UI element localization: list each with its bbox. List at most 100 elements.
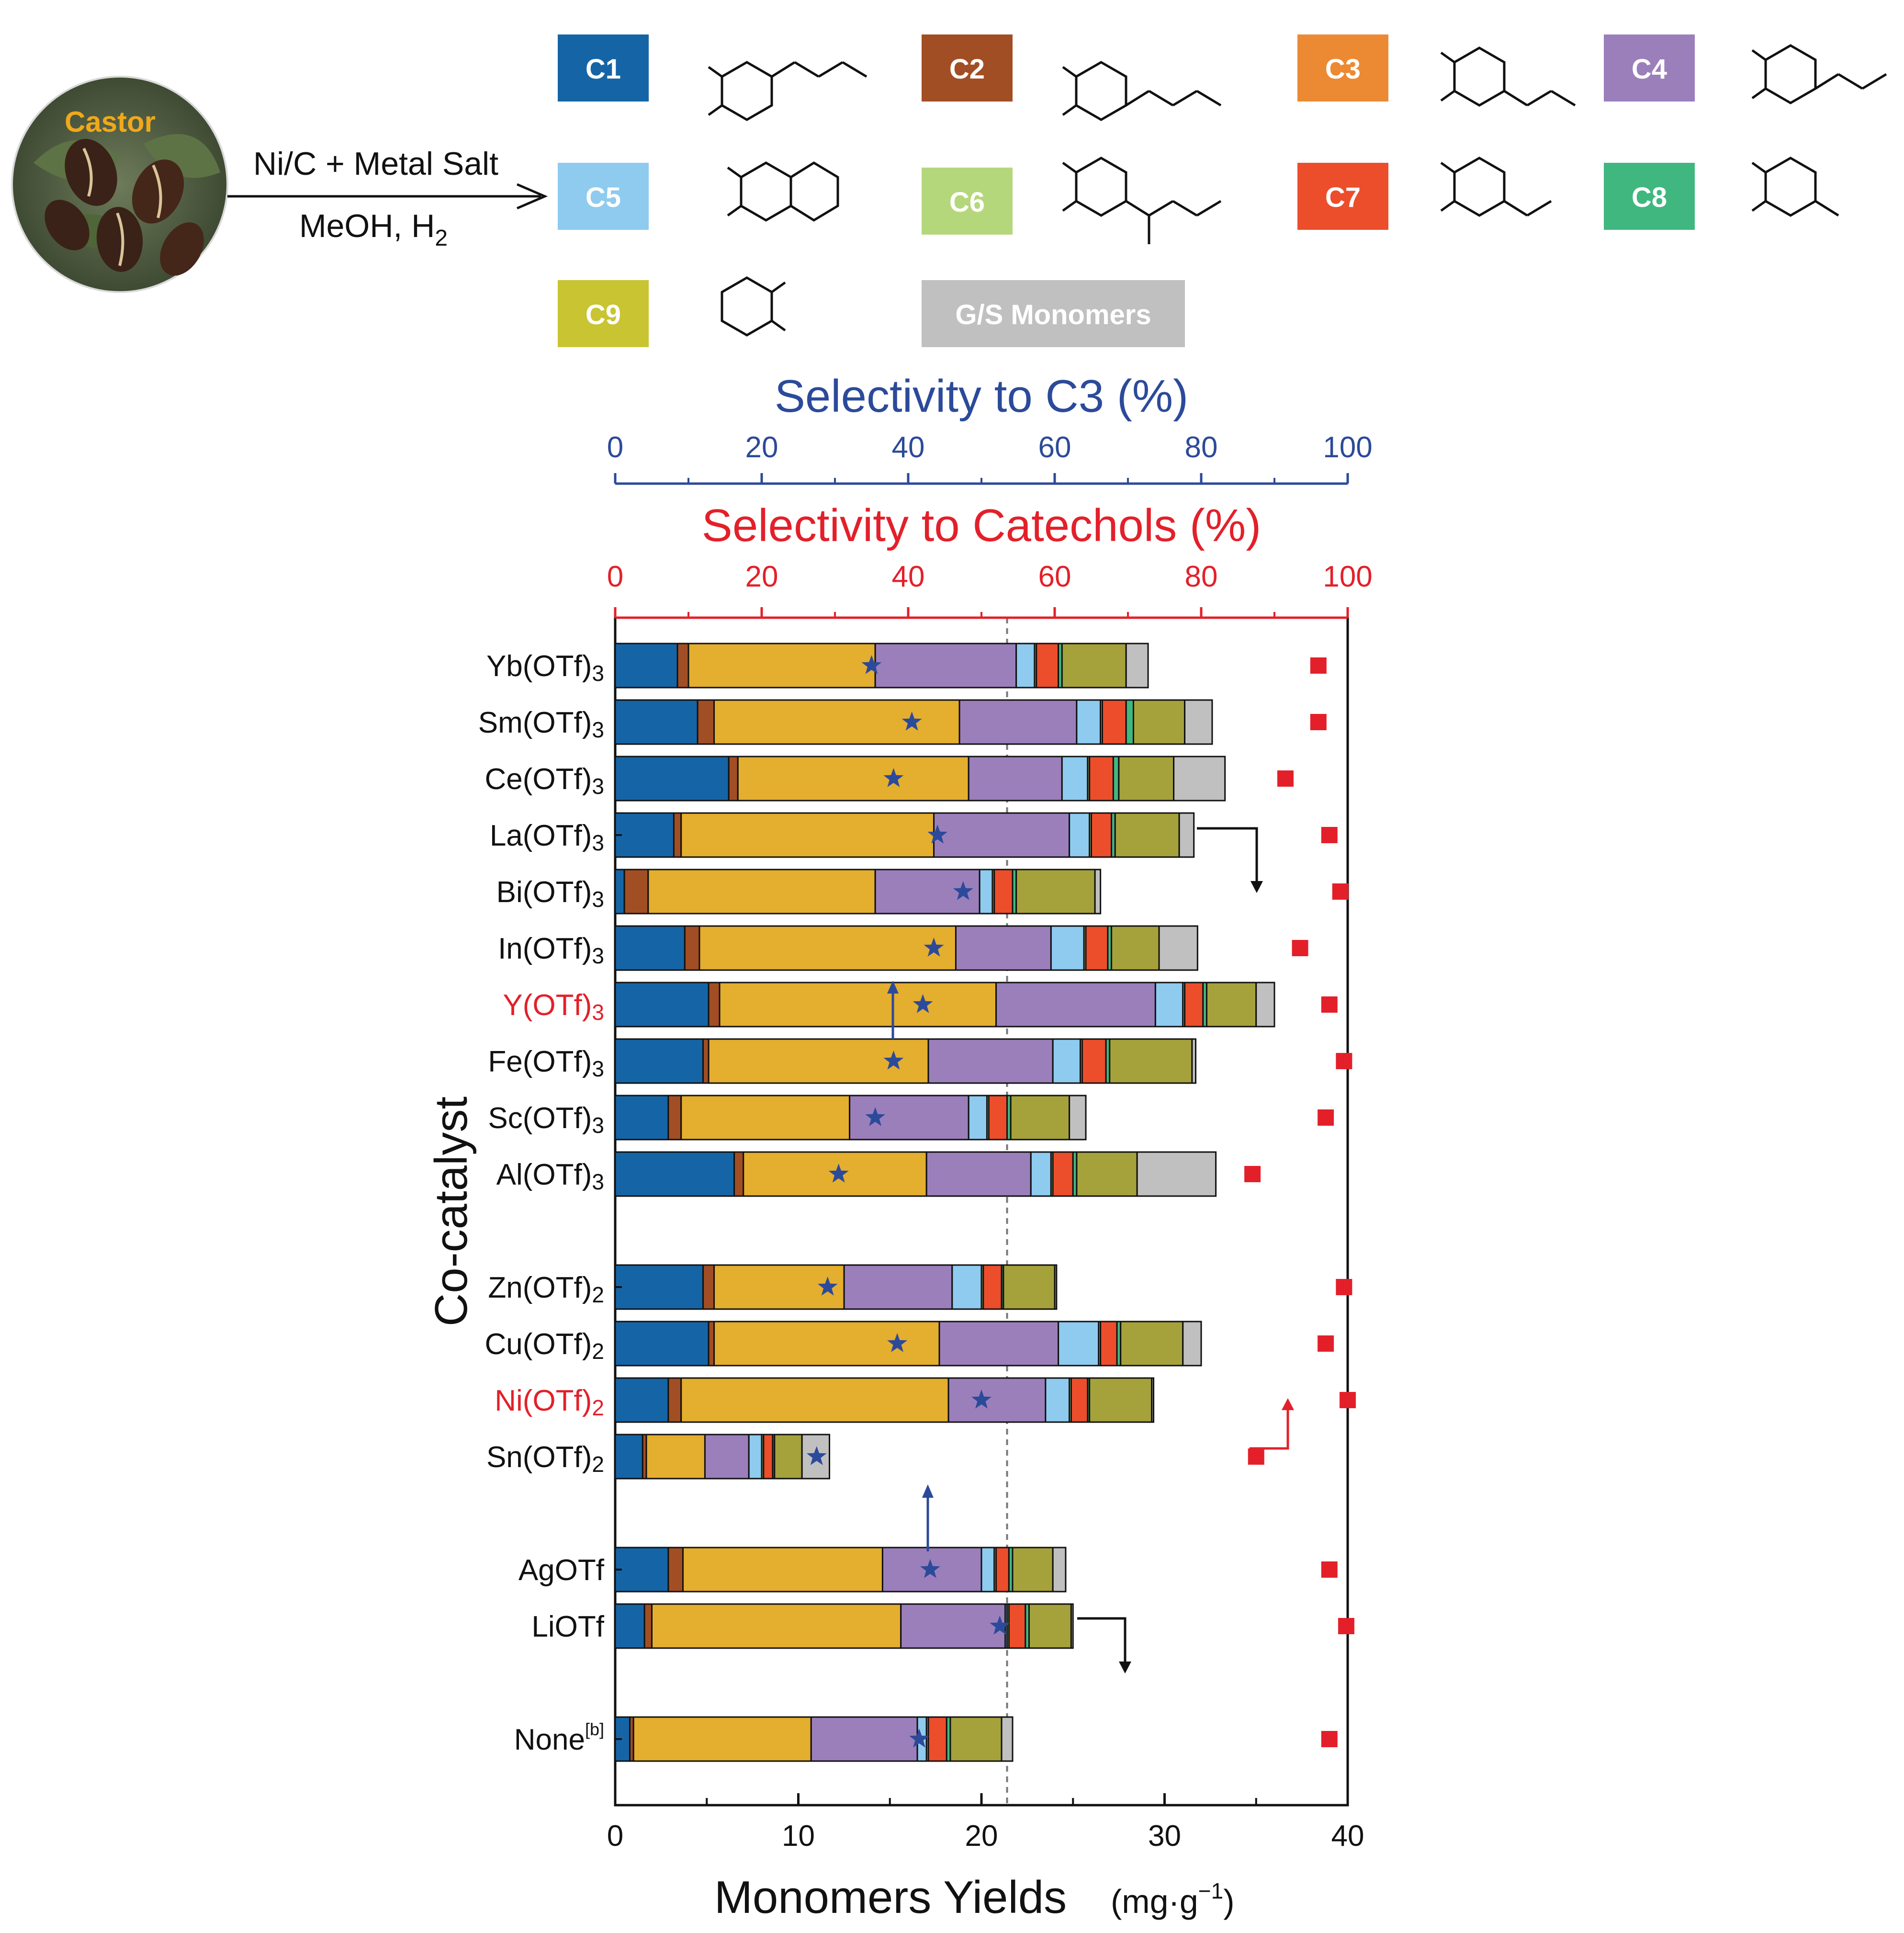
bar-segment-c3 — [651, 1603, 902, 1649]
legend-item-c6: C6 — [922, 168, 1013, 235]
legend-item-c4: C4 — [1604, 34, 1695, 102]
catechol-selectivity-square — [1310, 714, 1327, 730]
legend-label: C3 — [1325, 54, 1361, 85]
bar-segment-c2 — [728, 756, 739, 802]
bar-segment-c9 — [1028, 1603, 1072, 1649]
category-label: None[b] — [514, 1719, 604, 1756]
tick-label: 0 — [607, 431, 623, 464]
reaction-arrowhead — [517, 183, 548, 210]
bar-segment-c9 — [1114, 812, 1180, 858]
c3-selectivity-star — [817, 1277, 838, 1296]
bar-row-agotf — [614, 1547, 1067, 1593]
c3-selectivity-star — [924, 938, 944, 957]
catechol-selectivity-square — [1321, 996, 1338, 1013]
molecule-c1 — [708, 61, 868, 121]
bar-row-sm-otf- — [614, 699, 1213, 745]
bar-segment-c5 — [1061, 756, 1089, 802]
bar-segment-g-s-monomers — [1182, 1321, 1202, 1367]
bar-segment-g-s-monomers — [1054, 1264, 1058, 1310]
bar-segment-c7 — [927, 1716, 947, 1762]
bar-segment-c3 — [632, 1716, 812, 1762]
bar-row-liotf — [614, 1603, 1074, 1649]
bar-segment-c1 — [614, 1095, 669, 1141]
bar-segment-c7 — [1101, 699, 1127, 745]
bar-segment-c2 — [673, 812, 682, 858]
bar-segment-c7 — [1070, 1377, 1089, 1423]
bar-segment-c7 — [763, 1434, 774, 1480]
bar-segment-c4 — [995, 982, 1156, 1028]
bar-segment-c5 — [1052, 1038, 1082, 1084]
c3-selectivity-star — [920, 1559, 940, 1578]
bar-segment-c2 — [667, 1095, 682, 1141]
bar-segment-c4 — [958, 699, 1078, 745]
bar-segment-c5 — [968, 1095, 988, 1141]
bar-segment-c1 — [614, 643, 678, 689]
bar-row-bi-otf- — [614, 869, 1102, 915]
castor-image: Castor — [11, 76, 228, 293]
trend-arrow-3 — [1250, 1410, 1289, 1450]
bar-segment-c1 — [614, 1547, 669, 1593]
catechol-selectivity-square — [1318, 1109, 1334, 1126]
bar-segment-c5 — [1154, 982, 1184, 1028]
catechol-selectivity-square — [1310, 657, 1327, 674]
bar-segment-c3 — [699, 925, 957, 971]
reaction-arrow-group: Ni/C + Metal Salt MeOH, H2 — [227, 146, 548, 251]
c3-selectivity-star — [990, 1616, 1010, 1635]
catechol-selectivity-square — [1336, 1279, 1352, 1295]
bar-segment-c7 — [995, 1547, 1010, 1593]
bar-segment-c4 — [925, 1151, 1032, 1197]
bar-segment-g-s-monomers — [1136, 1151, 1217, 1197]
c3-selectivity-star — [883, 1051, 904, 1070]
bar-segment-c4 — [849, 1095, 969, 1141]
category-label: Fe(OTf)3 — [488, 1045, 604, 1081]
bar-segment-c3 — [682, 1547, 883, 1593]
reaction-scheme: Castor Ni/C + Metal Salt MeOH, H2 C1 C2 C3… — [11, 34, 1887, 347]
bar-segment-c7 — [993, 869, 1014, 915]
bar-segment-c2 — [676, 643, 689, 689]
x-axis-top-catechols: 0 20 40 60 80 100 — [607, 560, 1373, 619]
bar-segment-c4 — [874, 643, 1017, 689]
bar-segment-c1 — [614, 812, 675, 858]
bar-row-sn-otf- — [614, 1434, 831, 1480]
catechol-selectivity-square — [1321, 827, 1338, 843]
bar-segment-g-s-monomers — [1094, 869, 1102, 915]
legend-swatch — [922, 168, 1013, 235]
bar-segment-c1 — [614, 982, 710, 1028]
bar-segment-c1 — [614, 1151, 735, 1197]
x-axis-label: Monomers Yields — [714, 1872, 1067, 1923]
category-label: Y(OTf)3 — [503, 989, 604, 1025]
bar-row-la-otf- — [614, 812, 1195, 858]
catechol-selectivity-square — [1321, 1731, 1338, 1747]
bar-segment-c7 — [1081, 1038, 1107, 1084]
category-label: La(OTf)3 — [490, 819, 604, 855]
legend-label: C7 — [1325, 182, 1361, 213]
bar-row-ni-otf- — [614, 1377, 1155, 1423]
category-label: LiOTf — [531, 1610, 604, 1643]
bar-segment-c3 — [737, 756, 969, 802]
bar-segment-c2 — [733, 1151, 744, 1197]
bar-segment-c5 — [1030, 1151, 1052, 1197]
x-axis-bottom: 0 10 20 30 40 — [607, 1793, 1364, 1853]
bar-segment-c1 — [614, 1434, 643, 1480]
bar-segment-c9 — [1120, 1321, 1184, 1367]
legend-label: C9 — [586, 299, 621, 330]
molecule-c7 — [1440, 157, 1552, 217]
bar-segment-c5 — [1015, 643, 1036, 689]
tick-label: 60 — [1038, 560, 1071, 593]
bar-segment-g-s-monomers — [1001, 1716, 1014, 1762]
bar-segment-c9 — [1012, 1547, 1054, 1593]
bar-row-yb-otf- — [614, 643, 1149, 689]
bar-segment-g-s-monomers — [1125, 643, 1149, 689]
bar-segment-c9 — [1109, 1038, 1193, 1084]
bar-segment-c5 — [1058, 1321, 1100, 1367]
bar-segment-c5 — [979, 869, 993, 915]
catechol-selectivity-square — [1277, 770, 1294, 787]
bar-segment-g-s-monomers — [1069, 1095, 1087, 1141]
bar-row-al-otf- — [614, 1151, 1217, 1197]
bar-segment-g-s-monomers — [1070, 1603, 1074, 1649]
bar-segment-c4 — [704, 1434, 750, 1480]
chart: 0 10 20 30 40 Monomers Yields (mg·g−1) Co-ca… — [426, 371, 1373, 1923]
tick-label: 80 — [1185, 431, 1218, 464]
legend-item-c7: C7 — [1297, 163, 1388, 230]
